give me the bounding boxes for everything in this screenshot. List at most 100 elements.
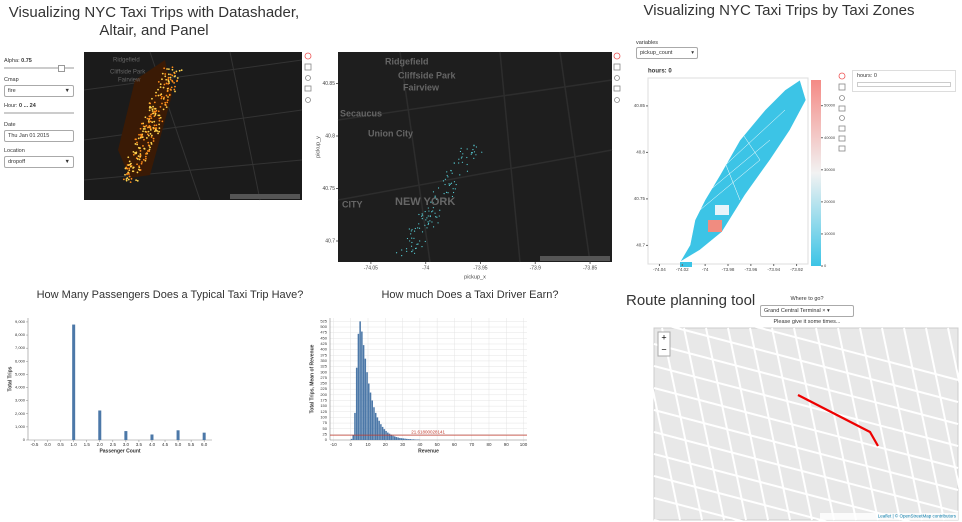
street [859, 327, 901, 521]
trip-point [437, 222, 439, 224]
trip-point [453, 181, 456, 183]
y-tick-label: 40.7 [636, 243, 645, 248]
trip-point [148, 117, 151, 120]
x-tick-label: 30 [400, 442, 406, 447]
trip-point [128, 167, 131, 170]
trip-point [128, 160, 131, 163]
trip-point [154, 94, 157, 97]
trip-point [417, 243, 419, 245]
x-tick-label: -73.95 [473, 265, 487, 271]
x-tick-label: -10 [330, 442, 337, 447]
trip-point [471, 152, 473, 154]
trip-point [424, 224, 426, 226]
slider[interactable] [857, 82, 951, 87]
trip-point [149, 105, 151, 108]
zoom-control[interactable] [657, 331, 671, 357]
trip-point [466, 170, 469, 172]
trip-point [451, 172, 453, 174]
trip-point [452, 188, 454, 190]
bar [378, 420, 380, 440]
trip-point [137, 168, 140, 171]
trip-point [159, 83, 162, 86]
trip-point [447, 176, 449, 178]
label: Hour: [4, 103, 18, 109]
trip-point [142, 128, 145, 130]
bar [411, 439, 413, 440]
bar [404, 438, 406, 440]
trip-point [167, 76, 170, 79]
trip-point [151, 110, 154, 112]
trip-point [152, 140, 155, 142]
trip-point [176, 80, 178, 83]
street [653, 497, 750, 522]
trip-point [150, 117, 153, 120]
trip-point [442, 180, 445, 182]
date-input[interactable]: Thu Jan 01 2015 [4, 130, 74, 142]
toolbar[interactable] [304, 52, 846, 152]
trip-point [444, 183, 446, 186]
bar [388, 433, 391, 440]
x-tick-label: 3.0 [123, 442, 130, 447]
trip-point [421, 218, 423, 220]
trip-point [146, 133, 149, 136]
slider[interactable] [4, 65, 74, 72]
trip-point [446, 174, 448, 177]
trip-point [139, 127, 142, 130]
trip-point [143, 138, 145, 141]
zoom-out[interactable]: − [661, 344, 666, 354]
trip-point [434, 195, 436, 197]
bar [371, 400, 374, 440]
x-axis-label: Revenue [418, 448, 439, 454]
trip-point [418, 213, 420, 216]
trip-point [167, 73, 170, 76]
place-label: Ridgefield [113, 58, 140, 64]
trip-point [126, 167, 129, 170]
trip-point [161, 102, 163, 105]
trip-point [432, 207, 435, 209]
select[interactable]: fire ▼ [4, 85, 74, 97]
slider-handle[interactable] [58, 65, 65, 72]
place-label: Cliffside Park [398, 70, 457, 80]
select[interactable]: dropoff ▼ [4, 156, 74, 168]
y-tick-label: 40.85 [634, 103, 646, 108]
trip-point [149, 146, 151, 149]
trip-point [157, 80, 160, 83]
range-slider[interactable] [4, 112, 74, 114]
trip-point [155, 127, 158, 130]
widget-label: hours: 0 [857, 73, 877, 79]
street [639, 327, 681, 521]
x-tick-label: 3.5 [136, 442, 143, 447]
x-tick-label: 20 [383, 442, 389, 447]
trip-point [154, 107, 157, 110]
trip-point [152, 137, 155, 140]
trip-point [153, 124, 156, 127]
trip-point [149, 129, 152, 131]
y-tick-label: 5,000 [15, 371, 26, 376]
street [653, 475, 833, 522]
bar [383, 429, 386, 440]
trip-point [171, 79, 174, 82]
trip-point [165, 82, 168, 85]
trip-point [178, 69, 181, 72]
bar [390, 434, 393, 440]
y-tick-label: 40.85 [322, 81, 335, 87]
select[interactable]: pickup_count ▾ [636, 47, 698, 59]
trip-point [137, 155, 140, 158]
zoom-in[interactable]: + [661, 332, 666, 342]
destination-select[interactable]: Grand Central Terminal × ▾ [760, 305, 854, 317]
trip-point [427, 223, 429, 226]
bar [72, 324, 76, 440]
place-label: Fairview [403, 82, 440, 92]
colorbar [811, 80, 821, 266]
y-tick-label: 40.8 [636, 150, 645, 155]
trip-point [136, 171, 139, 174]
trip-point [171, 74, 174, 77]
trip-point [156, 130, 159, 132]
trip-point [424, 240, 426, 243]
trip-point [142, 145, 144, 147]
chart-title: How Many Passengers Does a Typical Taxi … [36, 289, 304, 301]
trip-point [147, 144, 150, 147]
trip-point [153, 120, 156, 123]
trip-point [151, 97, 153, 100]
